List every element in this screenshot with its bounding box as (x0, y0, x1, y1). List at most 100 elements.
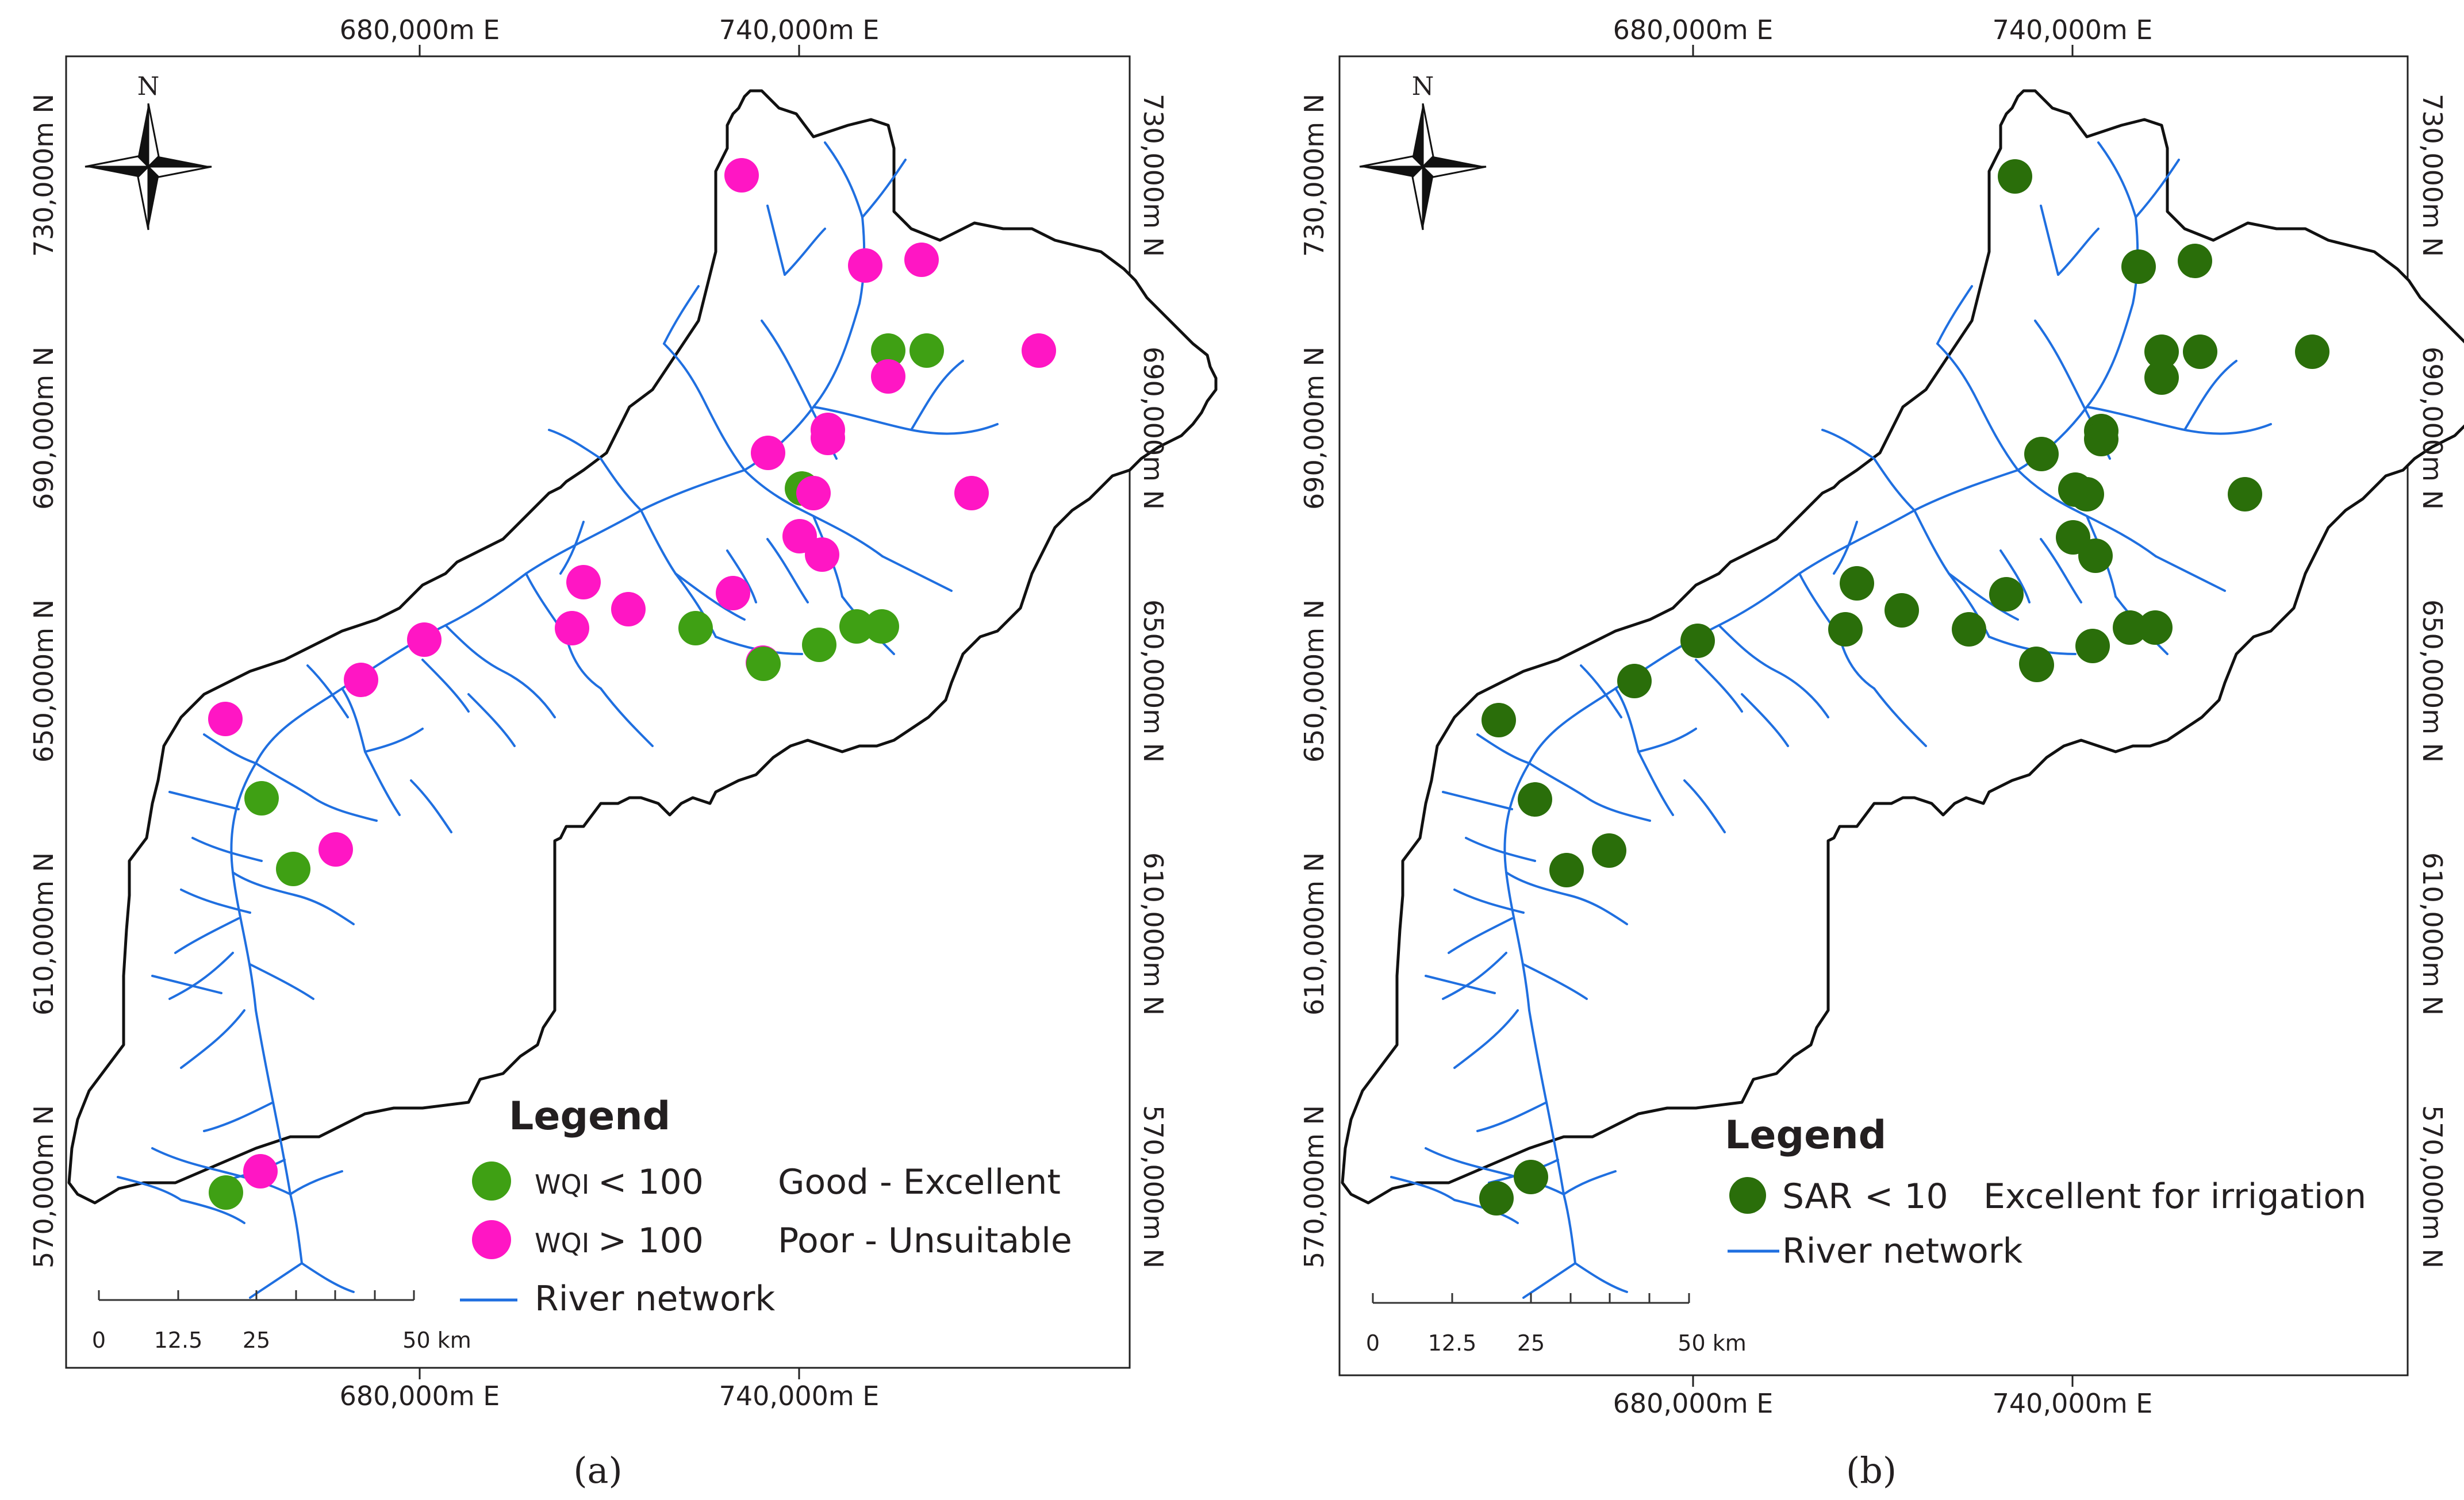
legend-class-label: Excellent for irrigation (1983, 1176, 2366, 1217)
sample-point-sar (1518, 782, 1552, 817)
north-arrow-icon (85, 103, 212, 230)
sample-point-wqi-poor (208, 702, 243, 736)
sample-point-sar (1828, 612, 1863, 647)
sample-point-sar (2020, 648, 2054, 682)
sample-point-wqi-poor (796, 476, 831, 510)
sample-point-sar (2121, 249, 2156, 284)
legend-river-label: River network (1782, 1231, 2022, 1271)
x-label-bottom-2: 740,000m E (1993, 1388, 2153, 1419)
sample-point-sar (2178, 244, 2212, 278)
sample-point-sar (1482, 703, 1516, 737)
sample-point-wqi-poor (318, 832, 353, 867)
sample-point-sar (1549, 853, 1584, 887)
sample-point-sar (1840, 566, 1874, 601)
sample-point-wqi-poor (751, 436, 785, 470)
north-label: N (1412, 72, 1434, 101)
scale-tick-label: 0 (92, 1328, 106, 1353)
sample-point-wqi-good (871, 333, 905, 368)
y-label-right-1: 730,000m N (2417, 94, 2448, 257)
y-label-left-3: 650,000m N (1299, 599, 1330, 763)
legend-class-label: Poor - Unsuitable (778, 1221, 1072, 1261)
y-label-left-1: 730,000m N (1299, 94, 1330, 257)
sample-point-sar (1885, 593, 1919, 628)
sample-point-wqi-poor (407, 622, 442, 657)
y-label-left-4: 610,000m N (1299, 852, 1330, 1016)
legend-symbol-sar (1729, 1177, 1766, 1214)
y-label-left-3: 650,000m N (28, 599, 59, 763)
sample-point-sar (2024, 437, 2059, 471)
legend-param: SAR (1782, 1176, 1852, 1217)
y-label-left-2: 690,000m N (1299, 347, 1330, 510)
y-label-right-4: 610,000m N (2417, 852, 2448, 1016)
sample-point-wqi-good (209, 1175, 243, 1210)
x-label-bottom-2: 740,000m E (719, 1380, 880, 1411)
y-label-right-2: 690,000m N (2417, 347, 2448, 510)
y-label-left-5: 570,000m N (28, 1105, 59, 1268)
sample-point-wqi-poor (904, 243, 939, 277)
legend-title: Legend (1725, 1113, 1886, 1158)
scale-tick-label: 12.5 (1428, 1330, 1477, 1356)
sample-point-sar (2138, 610, 2173, 645)
x-label-top-1: 680,000m E (1613, 14, 1774, 45)
sample-point-wqi-good (865, 609, 899, 644)
sample-point-sar (2144, 334, 2179, 369)
sample-point-wqi-poor (716, 576, 750, 610)
x-label-top-2: 740,000m E (1993, 14, 2153, 45)
sample-point-sar (2183, 334, 2217, 369)
sample-point-sar (2144, 360, 2179, 395)
x-label-top-1: 680,000m E (340, 14, 500, 45)
sample-point-wqi-poor (805, 537, 839, 572)
scale-bar-a: 0 12.5 25 50 km (92, 1290, 471, 1353)
sample-point-wqi-good (746, 647, 781, 681)
sample-point-wqi-poor (954, 476, 989, 510)
legend-b: Legend SAR < 10 Excellent for irrigation… (1725, 1113, 2366, 1271)
y-label-right-5: 570,000m N (1138, 1105, 1169, 1268)
sample-point-wqi-poor (243, 1154, 278, 1189)
sample-point-sar (1952, 612, 1986, 647)
scale-bar-b: 0 12.5 25 50 km (1366, 1293, 1747, 1356)
y-label-left-4: 610,000m N (28, 852, 59, 1016)
sample-point-sar (1592, 833, 1626, 868)
y-label-right-3: 650,000m N (2417, 599, 2448, 763)
sample-point-wqi-poor (848, 248, 882, 283)
y-label-right-2: 690,000m N (1138, 347, 1169, 510)
sample-point-wqi-poor (811, 421, 845, 455)
y-label-right-1: 730,000m N (1138, 94, 1169, 257)
scale-tick-label: 25 (243, 1328, 270, 1353)
legend-title: Legend (509, 1094, 670, 1139)
legend-a: Legend WQI < 100 Good - Excellent WQI > … (460, 1094, 1072, 1319)
sample-points-wqi (208, 158, 1056, 1210)
sample-point-wqi-good (802, 628, 836, 662)
sample-point-wqi-poor (344, 663, 378, 697)
sample-point-sar (1989, 577, 2024, 611)
sample-point-wqi-poor (1022, 333, 1056, 368)
sample-point-sar (2228, 477, 2262, 511)
y-label-left-1: 730,000m N (28, 94, 59, 257)
legend-operator: > 100 (598, 1221, 704, 1261)
north-label: N (137, 72, 160, 101)
legend-symbol-wqi-poor (472, 1220, 511, 1259)
sample-point-sar (1617, 664, 1652, 698)
x-label-bottom-1: 680,000m E (1613, 1388, 1774, 1419)
sample-point-wqi-poor (555, 611, 589, 645)
sample-point-sar (2078, 539, 2113, 573)
sample-point-sar (2295, 334, 2329, 369)
sample-point-wqi-poor (566, 565, 601, 599)
sample-point-wqi-poor (724, 158, 759, 193)
sample-point-wqi-good (839, 609, 874, 644)
sample-point-wqi-good (909, 333, 944, 368)
scale-tick-label: 0 (1366, 1330, 1380, 1356)
sample-point-sar (1680, 624, 1715, 658)
legend-operator: < 10 (1864, 1176, 1948, 1217)
sample-point-wqi-good (244, 781, 279, 816)
scale-tick-label: 25 (1517, 1330, 1545, 1356)
x-label-bottom-1: 680,000m E (340, 1380, 500, 1411)
sample-point-wqi-poor (871, 359, 905, 394)
sample-point-wqi-good (678, 611, 713, 645)
scale-tick-label: 50 km (1678, 1330, 1746, 1356)
legend-symbol-wqi-good (472, 1161, 511, 1201)
sample-points-sar (1479, 159, 2329, 1216)
sample-point-sar (2084, 422, 2118, 456)
sample-point-sar (1514, 1160, 1548, 1194)
